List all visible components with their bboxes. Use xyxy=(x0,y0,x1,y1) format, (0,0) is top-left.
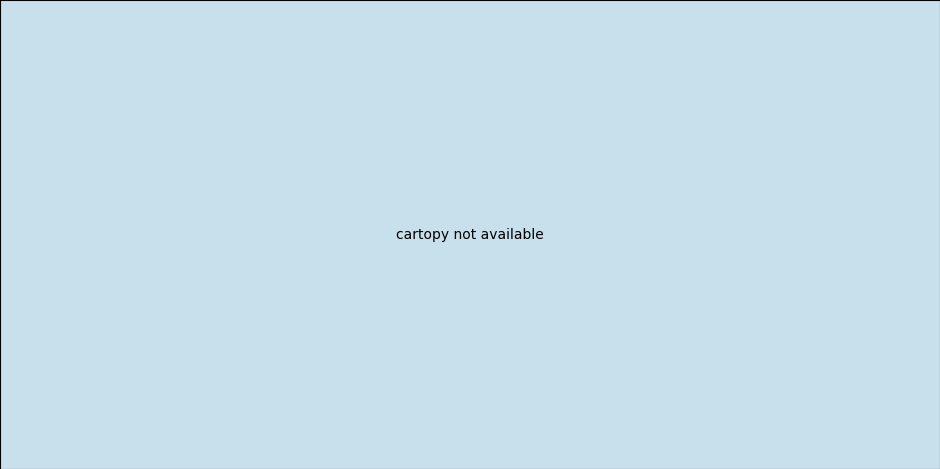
Text: cartopy not available: cartopy not available xyxy=(396,227,544,242)
